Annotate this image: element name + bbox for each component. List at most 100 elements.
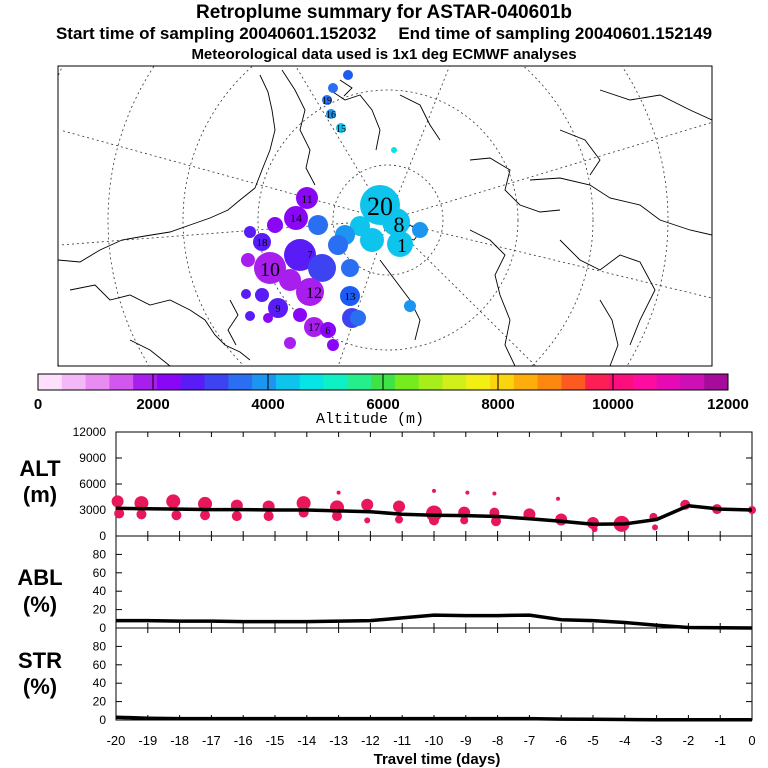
- x-tick-label: -10: [425, 733, 444, 748]
- start-time: Start time of sampling 20040601.152032: [55, 24, 377, 43]
- y-tick-label: 0: [99, 621, 106, 635]
- panel-title: ALT: [19, 456, 61, 481]
- y-tick-label: 60: [93, 658, 107, 672]
- plume-label: 7: [308, 250, 313, 261]
- x-tick-label: -14: [297, 733, 316, 748]
- x-tick-label: -20: [107, 733, 126, 748]
- colorbar-cell: [180, 374, 206, 390]
- plume-labels: 20 8 1 11 10 12 13 14 15 16 17 18 19 6 7…: [257, 96, 408, 337]
- x-tick-label: 0: [748, 733, 755, 748]
- chart-title: Retroplume summary for ASTAR-040601b: [196, 2, 572, 23]
- scatter-point: [171, 510, 182, 521]
- scatter-point: [136, 509, 147, 520]
- colorbar-cell: [347, 374, 372, 390]
- scatter-point: [200, 510, 211, 521]
- colorbar-cell: [109, 374, 134, 390]
- colorbar-tick-label: 6000: [366, 396, 399, 413]
- y-tick-label: 40: [93, 584, 107, 598]
- map-panel: 20 8 1 11 10 12 13 14 15 16 17 18 19 6 7…: [57, 65, 713, 367]
- x-tick-label: -7: [524, 733, 536, 748]
- colorbar-cell: [585, 374, 610, 390]
- panel-title: STR: [18, 648, 62, 673]
- panel-frame: [115, 627, 753, 721]
- colorbar-cell: [537, 374, 562, 390]
- x-tick-label: -18: [170, 733, 189, 748]
- colorbar-cell: [609, 374, 634, 390]
- plume-label: 10: [260, 259, 280, 281]
- met-info: Meteorological data used is 1x1 deg ECMW…: [191, 46, 577, 63]
- x-tick-label: -12: [361, 733, 380, 748]
- x-tick-label: -5: [587, 733, 599, 748]
- scatter-point: [332, 511, 343, 522]
- colorbar-cell: [632, 374, 658, 390]
- y-tick-label: 40: [93, 676, 107, 690]
- colorbar-cell: [299, 374, 325, 390]
- colorbar-cell: [204, 374, 229, 390]
- panel-title: ABL: [17, 565, 62, 590]
- x-tick-label: -4: [619, 733, 631, 748]
- colorbar-cell: [466, 374, 491, 390]
- plume-label: 14: [290, 211, 302, 225]
- y-tick-label: 12000: [73, 425, 107, 439]
- plume-label: 16: [326, 110, 336, 121]
- colorbar-tick-label: 12000: [707, 396, 749, 413]
- plume-label: 11: [301, 192, 313, 206]
- scatter-point: [198, 496, 213, 511]
- scatter-point: [166, 494, 181, 509]
- scatter-point: [296, 496, 311, 511]
- plume-label: 15: [336, 124, 346, 135]
- scatter-point: [460, 516, 469, 525]
- colorbar-cell: [61, 374, 87, 390]
- y-tick-label: 0: [99, 529, 106, 543]
- colorbar-cell: [442, 374, 467, 390]
- scatter-point: [429, 515, 439, 526]
- colorbar-cell: [252, 374, 277, 390]
- colorbar-tick-label: 10000: [592, 396, 634, 413]
- y-tick-label: 20: [93, 603, 107, 617]
- end-time: End time of sampling 20040601.152149: [398, 24, 713, 43]
- plume-label: 8: [394, 212, 405, 237]
- y-tick-label: 3000: [79, 503, 106, 517]
- colorbar-tick-label: 0: [34, 396, 42, 413]
- x-tick-label: -17: [202, 733, 221, 748]
- scatter-point: [393, 500, 406, 513]
- plume-markers: [241, 70, 428, 351]
- x-tick-label: -8: [492, 733, 504, 748]
- plume-label: 18: [257, 237, 269, 249]
- y-tick-label: 80: [93, 547, 107, 561]
- scatter-point: [361, 498, 374, 511]
- colorbar-cell: [133, 374, 158, 390]
- panel-abl: 80 60 40 20 0 ABL(%): [17, 535, 753, 635]
- x-tick-label: -13: [329, 733, 348, 748]
- colorbar-cell: [680, 374, 705, 390]
- scatter-point: [114, 508, 125, 519]
- scatter-point: [465, 490, 470, 495]
- scatter-point: [591, 526, 598, 533]
- colorbar-cell: [323, 374, 348, 390]
- y-tick-label: 80: [93, 639, 107, 653]
- series-line: [115, 503, 753, 527]
- colorbar-cell: [704, 374, 729, 390]
- plume-label: 19: [322, 96, 332, 107]
- y-tick-label: 6000: [79, 477, 106, 491]
- x-axis-label: Travel time (days): [374, 751, 501, 768]
- colorbar-tick-label: 8000: [481, 396, 514, 413]
- plume-label: 1: [397, 235, 407, 257]
- plume-label: 20: [367, 192, 393, 221]
- x-tick-label: -11: [393, 733, 411, 748]
- colorbar-cell: [513, 374, 539, 390]
- y-tick-label: 20: [93, 695, 107, 709]
- colorbar-cell: [561, 374, 586, 390]
- scatter-point: [492, 491, 497, 496]
- scatter-point: [491, 516, 502, 527]
- scatter-point: [432, 488, 436, 493]
- x-tick-label: -16: [234, 733, 253, 748]
- colorbar-cell: [156, 374, 182, 390]
- scatter-point: [620, 525, 627, 532]
- colorbar-cell: [85, 374, 110, 390]
- x-tick-label: -9: [460, 733, 472, 748]
- x-tick-label: -6: [555, 733, 567, 748]
- panel-alt: 12000 9000 6000 3000 0 ALT(m): [19, 425, 756, 543]
- y-tick-label: 9000: [79, 451, 106, 465]
